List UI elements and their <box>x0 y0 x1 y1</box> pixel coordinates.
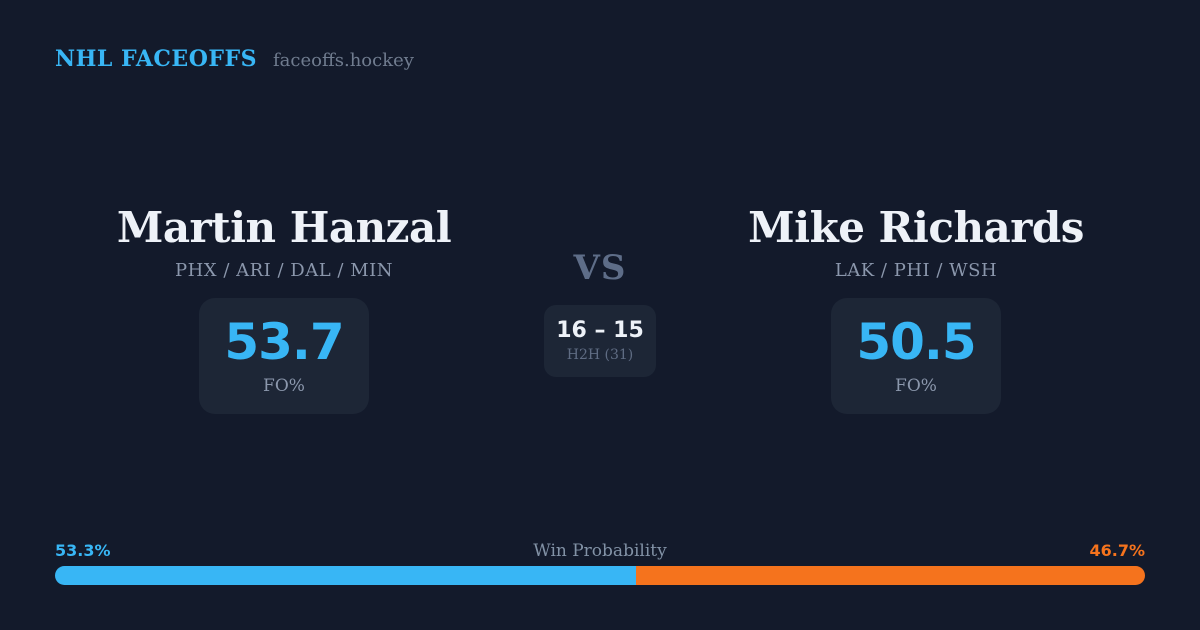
vs-column: VS 16 – 15 H2H (31) <box>520 248 680 378</box>
win-probability-labels: 53.3% Win Probability 46.7% <box>55 541 1145 561</box>
player-teams-right: LAK / PHI / WSH <box>834 260 998 282</box>
win-prob-left-pct: 53.3% <box>55 541 111 560</box>
player-panel-left: Martin Hanzal PHX / ARI / DAL / MIN 53.7… <box>84 203 484 415</box>
player-name-left: Martin Hanzal <box>116 203 452 252</box>
header: NHL FACEOFFS faceoffs.hockey <box>55 46 414 72</box>
fo-pct-label-right: FO% <box>895 375 937 396</box>
h2h-label: H2H (31) <box>566 346 634 363</box>
h2h-card: 16 – 15 H2H (31) <box>544 305 656 378</box>
win-prob-right-pct: 46.7% <box>1089 541 1145 560</box>
player-name-right: Mike Richards <box>748 203 1084 252</box>
win-prob-bar <box>55 566 1145 585</box>
player-teams-left: PHX / ARI / DAL / MIN <box>175 260 393 282</box>
win-prob-title: Win Probability <box>533 541 667 561</box>
win-prob-bar-right-segment <box>635 566 1145 585</box>
vs-label: VS <box>573 248 627 288</box>
h2h-score: 16 – 15 <box>556 317 644 343</box>
fo-pct-value-left: 53.7 <box>224 312 344 371</box>
site-url: faceoffs.hockey <box>273 50 414 71</box>
player-panel-right: Mike Richards LAK / PHI / WSH 50.5 FO% <box>716 203 1116 415</box>
fo-pct-value-right: 50.5 <box>856 312 976 371</box>
fo-pct-label-left: FO% <box>263 375 305 396</box>
win-prob-bar-left-segment <box>55 566 636 585</box>
fo-pct-card-right: 50.5 FO% <box>831 298 1001 415</box>
brand-title: NHL FACEOFFS <box>55 46 257 72</box>
fo-pct-card-left: 53.7 FO% <box>199 298 369 415</box>
